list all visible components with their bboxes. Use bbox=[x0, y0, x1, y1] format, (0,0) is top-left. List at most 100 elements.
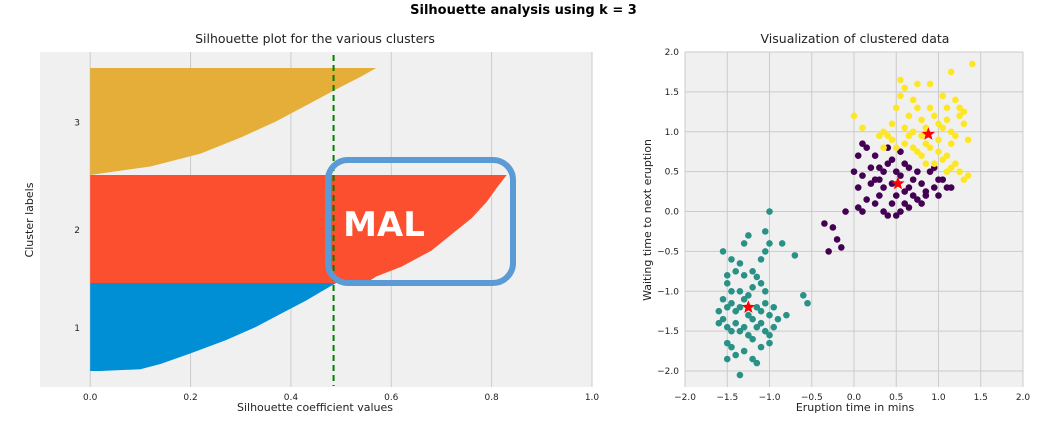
scatter-point-cluster-1 bbox=[761, 248, 769, 255]
scatter-point-cluster-1 bbox=[719, 248, 727, 255]
scatter-point-cluster-2 bbox=[892, 168, 900, 175]
scatter-point-cluster-3 bbox=[892, 144, 900, 152]
scatter-point-cluster-3 bbox=[947, 164, 955, 171]
scatter-point-cluster-2 bbox=[935, 176, 942, 183]
scatter-point-cluster-3 bbox=[935, 148, 942, 156]
scatter-plot-title: Visualization of clustered data bbox=[761, 31, 950, 46]
scatter-y-label: Waiting time to next eruption bbox=[641, 139, 654, 301]
scatter-y-tick-label: −0.5 bbox=[657, 247, 679, 257]
scatter-point-cluster-2 bbox=[854, 184, 862, 191]
scatter-y-tick-label: 1.0 bbox=[665, 128, 680, 138]
scatter-point-cluster-3 bbox=[960, 120, 968, 128]
scatter-point-cluster-1 bbox=[766, 339, 773, 347]
scatter-point-cluster-2 bbox=[867, 180, 875, 187]
scatter-point-cluster-1 bbox=[723, 303, 731, 311]
scatter-point-cluster-3 bbox=[947, 128, 955, 136]
silhouette-x-tick-label: 0.2 bbox=[183, 393, 197, 403]
scatter-point-cluster-2 bbox=[880, 168, 887, 175]
scatter-point-cluster-3 bbox=[956, 112, 963, 120]
scatter-point-cluster-2 bbox=[935, 192, 942, 199]
scatter-point-cluster-1 bbox=[753, 273, 761, 281]
scatter-point-cluster-3 bbox=[947, 140, 955, 148]
scatter-point-cluster-1 bbox=[723, 272, 731, 279]
scatter-point-cluster-3 bbox=[880, 128, 887, 136]
scatter-point-cluster-1 bbox=[745, 291, 752, 299]
scatter-point-cluster-1 bbox=[770, 323, 778, 331]
scatter-point-cluster-3 bbox=[914, 80, 921, 88]
scatter-point-cluster-3 bbox=[939, 92, 947, 100]
scatter-x-tick-label: 1.5 bbox=[974, 393, 988, 403]
scatter-point-cluster-3 bbox=[897, 92, 904, 100]
scatter-point-cluster-3 bbox=[952, 132, 959, 140]
silhouette-cluster-1 bbox=[90, 283, 337, 371]
scatter-point-cluster-3 bbox=[918, 132, 925, 140]
silhouette-y-tick-label: 1 bbox=[74, 324, 80, 334]
scatter-point-cluster-2 bbox=[859, 140, 866, 148]
scatter-point-cluster-1 bbox=[719, 315, 727, 323]
scatter-point-cluster-1 bbox=[757, 280, 765, 287]
scatter-point-cluster-2 bbox=[909, 192, 917, 199]
centroid-star bbox=[741, 300, 755, 313]
scatter-point-cluster-3 bbox=[909, 96, 917, 104]
scatter-point-cluster-2 bbox=[926, 168, 934, 175]
scatter-point-cluster-3 bbox=[905, 112, 913, 120]
scatter-point-cluster-2 bbox=[892, 212, 900, 219]
scatter-point-cluster-3 bbox=[926, 104, 934, 112]
scatter-point-cluster-2 bbox=[876, 192, 883, 199]
scatter-point-cluster-2 bbox=[918, 180, 925, 187]
scatter-point-cluster-3 bbox=[956, 168, 963, 175]
scatter-point-cluster-2 bbox=[922, 188, 930, 195]
scatter-point-cluster-1 bbox=[766, 311, 773, 319]
scatter-point-cluster-1 bbox=[749, 315, 756, 323]
scatter-point-cluster-1 bbox=[740, 272, 748, 279]
scatter-point-cluster-1 bbox=[766, 240, 773, 247]
scatter-point-cluster-1 bbox=[728, 327, 735, 335]
scatter-point-cluster-2 bbox=[850, 168, 858, 175]
scatter-point-cluster-3 bbox=[876, 132, 883, 140]
scatter-point-cluster-2 bbox=[859, 172, 866, 179]
scatter-x-tick-label: −1.0 bbox=[759, 393, 781, 403]
scatter-y-tick-label: −1.5 bbox=[657, 327, 679, 337]
scatter-point-cluster-1 bbox=[753, 359, 761, 367]
scatter-point-cluster-1 bbox=[745, 331, 752, 339]
scatter-point-cluster-1 bbox=[774, 315, 782, 323]
scatter-x-tick-label: −2.0 bbox=[674, 393, 696, 403]
scatter-grid bbox=[684, 51, 1024, 387]
scatter-point-cluster-3 bbox=[850, 112, 858, 120]
scatter-x-tick-label: 2.0 bbox=[1016, 393, 1031, 403]
scatter-point-cluster-3 bbox=[884, 132, 892, 140]
scatter-point-cluster-3 bbox=[909, 128, 917, 136]
scatter-point-cluster-1 bbox=[745, 311, 752, 319]
silhouette-y-tick-label: 2 bbox=[74, 226, 80, 236]
scatter-point-cluster-3 bbox=[939, 156, 947, 163]
scatter-point-cluster-1 bbox=[719, 295, 727, 303]
scatter-point-cluster-1 bbox=[732, 319, 739, 327]
silhouette-plot: Silhouette plot for the various clusters… bbox=[23, 31, 599, 414]
scatter-point-cluster-3 bbox=[952, 96, 959, 104]
silhouette-y-tick-label: 3 bbox=[74, 119, 80, 129]
scatter-point-cluster-1 bbox=[728, 256, 735, 263]
scatter-point-cluster-2 bbox=[842, 208, 849, 215]
scatter-point-cluster-3 bbox=[914, 148, 921, 156]
scatter-point-cluster-1 bbox=[723, 323, 731, 331]
scatter-point-cluster-2 bbox=[905, 184, 913, 191]
scatter-point-cluster-2 bbox=[829, 224, 837, 231]
scatter-point-cluster-1 bbox=[728, 343, 735, 351]
scatter-point-cluster-1 bbox=[723, 355, 731, 363]
scatter-point-cluster-1 bbox=[715, 319, 723, 327]
scatter-point-cluster-3 bbox=[926, 144, 934, 152]
scatter-point-cluster-2 bbox=[880, 184, 887, 191]
scatter-point-cluster-3 bbox=[964, 172, 972, 179]
overlay-text: MAL bbox=[343, 205, 425, 245]
scatter-point-cluster-1 bbox=[761, 327, 769, 335]
scatter-point-cluster-3 bbox=[939, 124, 947, 132]
silhouette-cluster-2 bbox=[90, 175, 507, 283]
scatter-point-cluster-3 bbox=[888, 136, 896, 144]
scatter-point-cluster-2 bbox=[918, 200, 925, 207]
scatter-point-cluster-1 bbox=[783, 311, 790, 319]
scatter-point-cluster-3 bbox=[901, 124, 908, 132]
scatter-point-cluster-2 bbox=[880, 208, 887, 215]
scatter-point-cluster-1 bbox=[766, 208, 773, 215]
scatter-point-cluster-2 bbox=[884, 160, 892, 167]
scatter-y-tick-label: −1.0 bbox=[657, 287, 679, 297]
